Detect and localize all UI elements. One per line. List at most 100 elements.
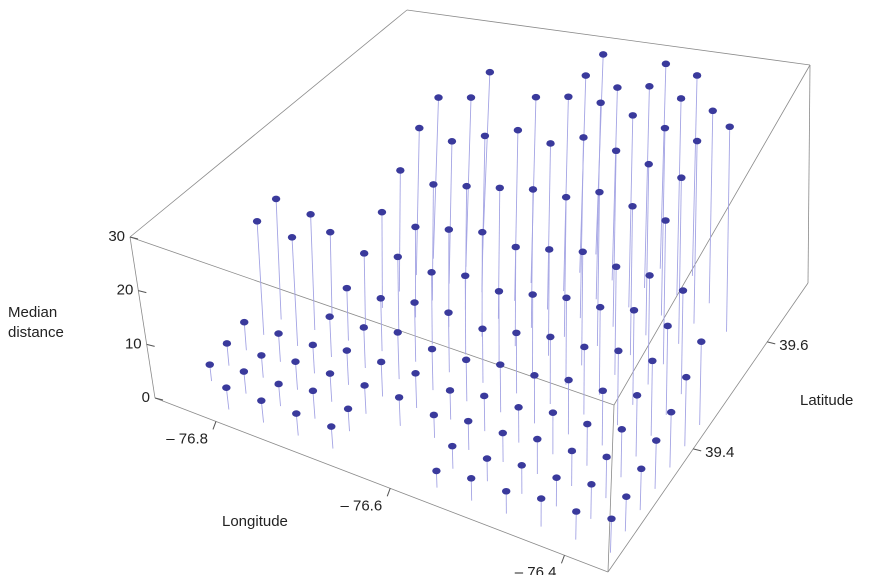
point [222, 340, 232, 347]
z-tick-label: 0 [142, 389, 150, 406]
stem [433, 414, 436, 438]
point [434, 94, 443, 101]
stem [260, 355, 264, 378]
point [611, 263, 621, 271]
point [462, 182, 471, 190]
point [567, 447, 577, 455]
point [485, 68, 495, 76]
stem [579, 137, 584, 319]
point [561, 193, 571, 201]
point [564, 376, 573, 384]
point [326, 228, 335, 236]
z-tick-label: 20 [117, 282, 134, 299]
point [697, 338, 706, 346]
point [308, 387, 318, 395]
point [579, 134, 588, 141]
stem [632, 310, 635, 405]
stem [310, 214, 316, 331]
point [677, 174, 686, 182]
stem [415, 128, 420, 276]
stem [448, 312, 450, 373]
point [325, 313, 334, 320]
stem [483, 395, 486, 432]
point [512, 329, 521, 337]
point [494, 287, 504, 295]
point [427, 269, 436, 276]
x-tick-label: – 76.6 [340, 497, 382, 514]
point [564, 93, 573, 101]
point [342, 347, 352, 354]
point [360, 382, 369, 389]
stem [330, 426, 334, 449]
point [257, 397, 266, 404]
point [461, 272, 470, 280]
point [359, 250, 369, 257]
point [602, 453, 611, 461]
stem [708, 110, 714, 304]
point [628, 112, 637, 119]
stem [647, 275, 651, 385]
stem [295, 361, 298, 390]
stem [596, 192, 600, 347]
stem [659, 63, 667, 269]
y-tick-label: 39.4 [705, 444, 734, 461]
point [377, 208, 387, 216]
point [501, 487, 511, 495]
stem [590, 484, 592, 519]
stem [278, 383, 281, 407]
point [629, 306, 639, 314]
stem [465, 359, 468, 402]
point [611, 147, 621, 155]
stem [380, 298, 383, 352]
point [498, 429, 507, 437]
point [478, 325, 487, 333]
stem [624, 496, 627, 532]
stem [514, 247, 517, 347]
point [274, 380, 283, 388]
point [514, 403, 523, 411]
stem [693, 141, 698, 324]
stem [431, 272, 433, 345]
point [291, 358, 300, 365]
stem [449, 390, 452, 420]
stem [415, 373, 418, 409]
z-axis-label: Median distance [8, 304, 64, 341]
stem [291, 237, 299, 346]
point [325, 370, 335, 377]
stem [225, 387, 230, 410]
x-tick-label: – 76.8 [166, 430, 208, 447]
stem [397, 256, 400, 335]
stem [620, 429, 623, 478]
stem [547, 143, 551, 310]
point [692, 137, 702, 145]
stem [605, 456, 608, 499]
point [444, 309, 453, 316]
stem [678, 177, 682, 344]
point [692, 72, 702, 79]
stem [329, 316, 332, 358]
stem [329, 373, 333, 402]
points [205, 51, 734, 553]
stem [431, 349, 434, 391]
point [240, 318, 249, 326]
stem [530, 189, 534, 328]
z-tick-label: 10 [125, 335, 142, 352]
z-tick [138, 290, 147, 294]
point [376, 294, 385, 302]
stem [380, 361, 384, 397]
point [598, 387, 607, 395]
point [661, 217, 670, 224]
point [411, 369, 420, 377]
point [496, 361, 505, 368]
stem [363, 253, 366, 325]
point [581, 72, 590, 79]
point [448, 442, 457, 450]
stem [256, 221, 265, 335]
stem [628, 115, 634, 308]
point [480, 392, 489, 400]
point [548, 409, 558, 417]
point [432, 467, 441, 475]
stem [609, 518, 612, 553]
point [513, 126, 523, 134]
